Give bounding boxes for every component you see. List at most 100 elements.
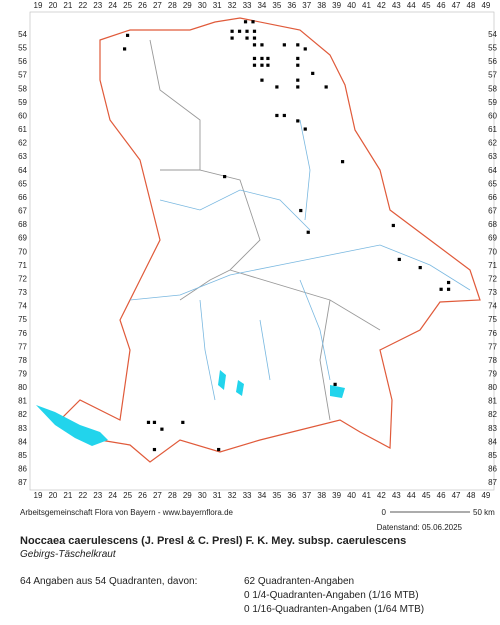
row-label: 61: [488, 125, 497, 134]
row-label: 62: [488, 139, 497, 148]
column-label: 34: [257, 491, 266, 500]
record: [296, 119, 300, 123]
row-label: 87: [18, 478, 27, 487]
row-label: 69: [18, 234, 27, 243]
row-label: 56: [488, 57, 497, 66]
column-label: 31: [213, 491, 222, 500]
row-label: 85: [488, 451, 497, 460]
row-label: 57: [18, 71, 27, 80]
record: [439, 287, 443, 291]
row-label: 76: [488, 329, 497, 338]
row-label: 65: [488, 179, 497, 188]
scale-start: 0: [382, 508, 387, 517]
row-label: 85: [18, 451, 27, 460]
row-label: 69: [488, 234, 497, 243]
record: [397, 257, 401, 262]
row-label: 67: [488, 207, 497, 216]
row-label: 81: [488, 397, 497, 406]
column-label: 44: [407, 491, 416, 500]
scale-end: 50 km: [473, 508, 495, 517]
column-label: 46: [437, 491, 446, 500]
column-label: 40: [347, 1, 356, 10]
record: [324, 85, 328, 89]
column-label: 26: [138, 1, 147, 10]
record: [296, 85, 300, 89]
column-label: 36: [287, 491, 296, 500]
record: [152, 447, 157, 452]
record: [446, 287, 451, 291]
row-label: 70: [18, 247, 27, 256]
row-label: 81: [18, 397, 27, 406]
column-label: 42: [377, 491, 386, 500]
row-label: 86: [488, 465, 497, 474]
column-label: 45: [422, 491, 431, 500]
record: [260, 56, 264, 61]
map-frame: [29, 11, 495, 491]
row-label: 54: [18, 30, 27, 39]
column-label: 45: [422, 1, 431, 10]
record: [252, 56, 257, 61]
row-label: 78: [18, 356, 27, 365]
column-label: 27: [153, 1, 162, 10]
column-label: 19: [34, 1, 43, 10]
row-label: 71: [18, 261, 27, 270]
lake: [36, 405, 108, 446]
record: [245, 29, 249, 33]
column-label: 33: [243, 491, 252, 500]
row-label: 57: [488, 71, 497, 80]
row-label: 74: [18, 302, 27, 311]
column-label: 30: [198, 491, 207, 500]
row-label: 82: [488, 410, 497, 419]
column-label: 34: [257, 1, 266, 10]
record: [260, 78, 264, 82]
column-label: 47: [452, 1, 461, 10]
column-label: 33: [243, 1, 252, 10]
record: [230, 29, 234, 33]
column-label: 49: [481, 1, 490, 10]
column-label: 35: [272, 491, 281, 500]
row-label: 73: [18, 288, 27, 297]
row-label: 58: [18, 84, 27, 93]
column-label: 32: [228, 491, 237, 500]
record: [311, 71, 315, 75]
record: [125, 33, 130, 37]
row-label: 63: [18, 152, 27, 161]
row-label: 77: [488, 342, 497, 351]
row-label: 56: [18, 57, 27, 66]
record: [160, 427, 164, 431]
lake: [218, 370, 345, 398]
record: [266, 56, 270, 61]
record: [237, 29, 242, 33]
column-label: 44: [407, 1, 416, 10]
column-label: 22: [78, 1, 87, 10]
row-label: 79: [488, 370, 497, 379]
row-label: 60: [18, 111, 27, 120]
column-label: 24: [108, 1, 117, 10]
row-label: 71: [488, 261, 497, 270]
row-label: 55: [18, 44, 27, 53]
row-label: 84: [488, 437, 497, 446]
column-label: 40: [347, 491, 356, 500]
column-label: 31: [213, 1, 222, 10]
row-label: 84: [18, 437, 27, 446]
record: [260, 43, 264, 47]
row-label: 87: [488, 478, 497, 487]
row-label: 83: [18, 424, 27, 433]
column-label: 29: [183, 491, 192, 500]
record: [446, 280, 451, 285]
row-label: 75: [18, 315, 27, 324]
column-label: 35: [272, 1, 281, 10]
record: [152, 420, 157, 424]
row-label: 62: [18, 139, 27, 148]
record: [223, 174, 227, 179]
record: [306, 230, 310, 234]
column-label: 39: [332, 1, 341, 10]
row-label: 73: [488, 288, 497, 297]
row-label: 59: [488, 98, 497, 107]
column-label: 43: [392, 491, 401, 500]
row-label: 58: [488, 84, 497, 93]
record: [252, 36, 257, 40]
column-label: 28: [168, 1, 177, 10]
record: [333, 382, 337, 386]
